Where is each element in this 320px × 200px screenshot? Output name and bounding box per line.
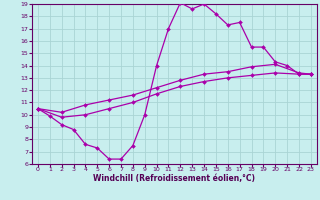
X-axis label: Windchill (Refroidissement éolien,°C): Windchill (Refroidissement éolien,°C) [93, 174, 255, 183]
